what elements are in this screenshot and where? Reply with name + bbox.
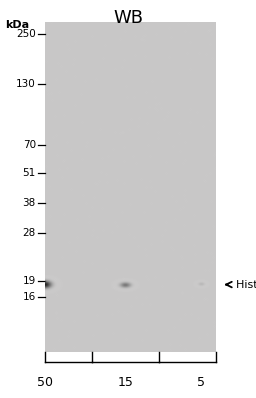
Text: 19: 19 [23, 275, 36, 286]
Text: 5: 5 [197, 376, 205, 389]
Text: 16: 16 [23, 291, 36, 302]
Text: Histone H4: Histone H4 [236, 279, 256, 290]
Text: 70: 70 [23, 140, 36, 150]
Bar [45, 22, 216, 352]
Text: 50: 50 [37, 376, 53, 389]
Text: 130: 130 [16, 78, 36, 89]
Text: 15: 15 [118, 376, 133, 389]
Text: WB: WB [113, 9, 143, 27]
Text: kDa: kDa [5, 20, 29, 30]
Text: 38: 38 [23, 198, 36, 208]
Text: 51: 51 [23, 168, 36, 178]
Text: 250: 250 [16, 29, 36, 39]
Text: 28: 28 [23, 228, 36, 238]
